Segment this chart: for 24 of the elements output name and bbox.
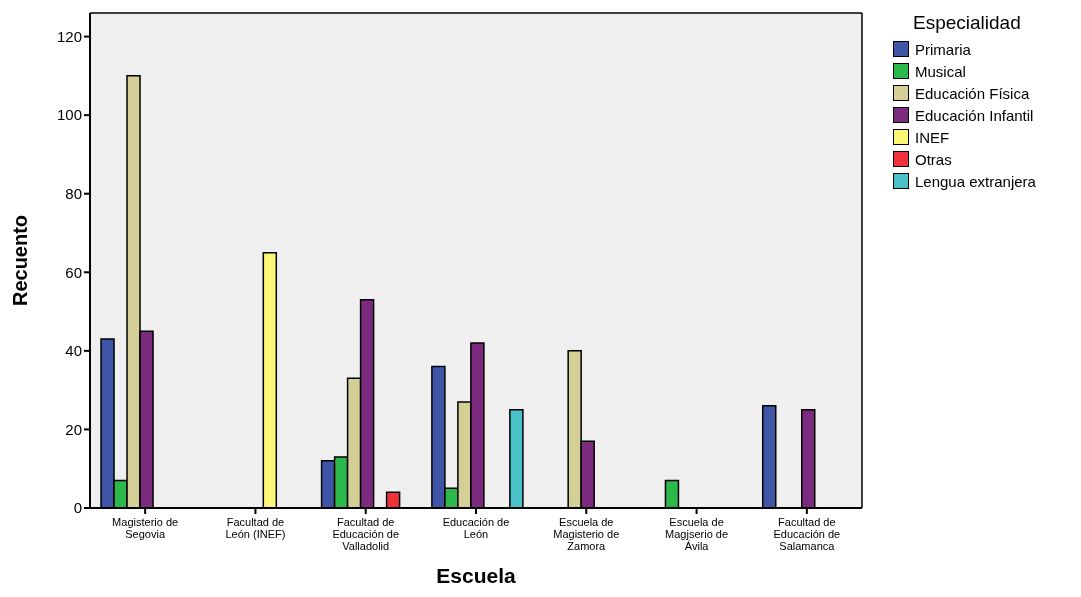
x-tick-label: Magisterio de Segovia [112,516,179,540]
y-tick-label: 40 [65,342,82,360]
y-tick-label: 100 [56,106,82,124]
legend-label: Educación Infantil [915,106,1034,124]
legend-label: Otras [915,150,952,168]
y-tick-label: 120 [56,27,82,45]
y-tick-label: 80 [65,185,82,203]
x-tick-label: Facultad de Educación de Salamanca [773,516,841,552]
y-axis-title: Recuento [9,214,32,307]
legend-title: Especialidad [912,12,1022,34]
x-tick-label: Facultad de León (INEF) [225,516,286,540]
x-axis-title: Escuela [436,563,517,587]
y-tick-label: 60 [65,263,82,281]
x-tick-label: Educación de León [442,516,510,540]
x-tick-label: Facultad de Educación de Valladolid [332,516,400,552]
legend-label: Lengua extranjera [915,172,1036,190]
y-tick-label: 0 [73,499,82,517]
x-tick-label: Escuela de Magjserio de Ávila [665,516,729,552]
x-tick-label: Escuela de Magisterio de Zamora [553,516,620,552]
legend-label: Educación Física [915,84,1030,102]
legend-label: Primaria [915,40,971,58]
y-tick-label: 20 [65,420,82,438]
legend-label: Musical [915,62,966,80]
legend-label: INEF [915,128,950,146]
